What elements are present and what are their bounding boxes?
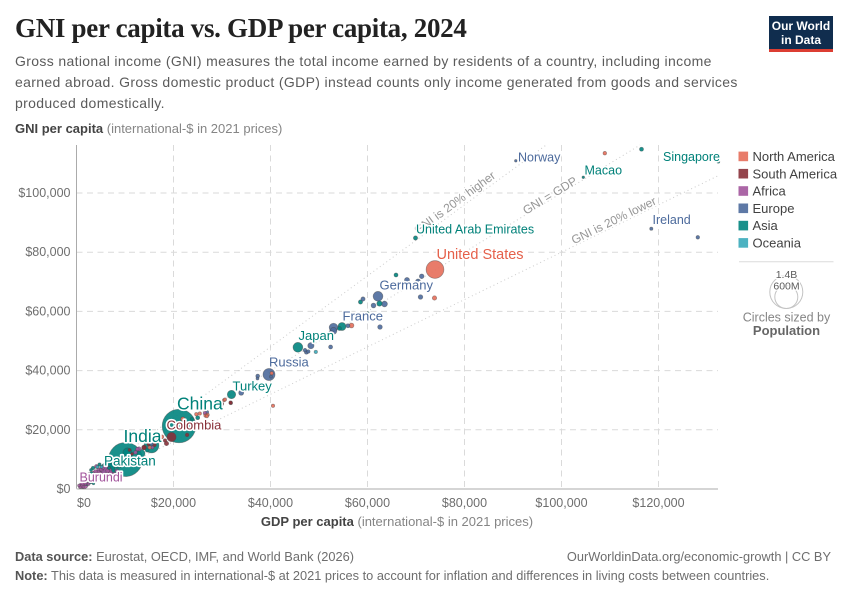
svg-text:Macao: Macao (585, 164, 623, 178)
svg-text:Africa: Africa (753, 184, 787, 199)
svg-text:GNI = GDP: GNI = GDP (520, 174, 579, 218)
svg-text:$40,000: $40,000 (25, 364, 70, 378)
svg-text:India: India (124, 426, 162, 446)
svg-text:$80,000: $80,000 (442, 496, 487, 510)
svg-text:United States: United States (437, 247, 524, 263)
svg-text:Burundi: Burundi (80, 471, 123, 485)
svg-text:Population: Population (753, 323, 820, 338)
svg-text:GDP per capita (international-: GDP per capita (international-$ in 2021 … (261, 514, 533, 529)
svg-text:$120,000: $120,000 (632, 496, 684, 510)
svg-text:China: China (177, 394, 223, 414)
svg-text:Germany: Germany (380, 278, 434, 293)
svg-text:$60,000: $60,000 (25, 304, 70, 318)
svg-text:$20,000: $20,000 (151, 496, 196, 510)
svg-text:Japan: Japan (299, 328, 334, 343)
svg-text:Oceania: Oceania (753, 236, 802, 251)
svg-text:1.4B: 1.4B (776, 269, 798, 281)
svg-text:South America: South America (753, 166, 838, 181)
svg-text:Turkey: Turkey (233, 379, 273, 394)
svg-text:$0: $0 (57, 482, 71, 496)
svg-text:$80,000: $80,000 (25, 245, 70, 259)
svg-text:$40,000: $40,000 (248, 496, 293, 510)
svg-text:$0: $0 (77, 496, 91, 510)
svg-text:Colombia: Colombia (167, 418, 223, 433)
svg-text:Pakistan: Pakistan (104, 454, 156, 469)
svg-text:France: France (343, 309, 383, 324)
svg-text:North America: North America (753, 149, 836, 164)
svg-text:$100,000: $100,000 (535, 496, 587, 510)
svg-text:Europe: Europe (753, 201, 795, 216)
svg-text:$20,000: $20,000 (25, 423, 70, 437)
svg-text:$60,000: $60,000 (345, 496, 390, 510)
svg-text:Norway: Norway (518, 151, 561, 165)
svg-text:Circles sized by: Circles sized by (743, 310, 831, 324)
svg-text:$100,000: $100,000 (18, 186, 70, 200)
svg-text:600M: 600M (773, 280, 799, 292)
svg-text:Russia: Russia (269, 355, 310, 370)
svg-text:Singapore: Singapore (663, 150, 720, 164)
svg-text:GNI is 20% lower: GNI is 20% lower (569, 194, 658, 247)
svg-text:Ireland: Ireland (653, 213, 691, 227)
svg-text:Asia: Asia (753, 218, 779, 233)
svg-text:United Arab Emirates: United Arab Emirates (416, 223, 534, 237)
